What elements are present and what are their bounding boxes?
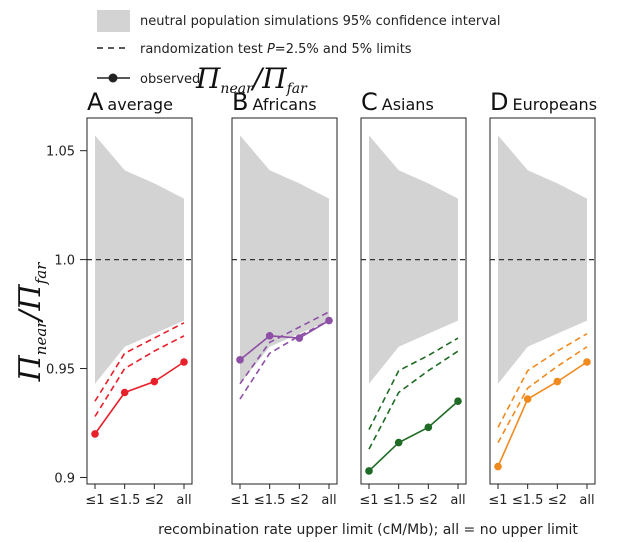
observed-point bbox=[295, 334, 304, 342]
observed-point bbox=[494, 462, 502, 471]
y-label-slash: / bbox=[13, 308, 48, 324]
x-tick-label: ≤2 bbox=[548, 493, 567, 508]
y-label-sub-far: far bbox=[32, 262, 50, 285]
x-tick-label: all bbox=[450, 493, 465, 508]
limit-line-limit-2_5 bbox=[497, 346, 588, 443]
legend: neutral population simulations 95% confi… bbox=[97, 10, 501, 97]
ci-band bbox=[498, 135, 587, 384]
panel-name: Europeans bbox=[512, 95, 597, 114]
x-tick-label: ≤1 bbox=[488, 493, 507, 508]
observed-point bbox=[454, 397, 462, 406]
limit-line-limit-5 bbox=[497, 332, 588, 428]
limit-line-limit-2_5 bbox=[94, 335, 185, 417]
observed-line bbox=[368, 400, 459, 472]
legend-rand-suffix: =2.5% and 5% limits bbox=[275, 42, 412, 57]
legend-rand-prefix: randomization test bbox=[140, 42, 267, 57]
x-tick-label: ≤2 bbox=[419, 493, 438, 508]
limit-line-limit-5 bbox=[239, 311, 330, 385]
y-tick-label: 1.0 bbox=[54, 254, 75, 269]
panel-letter: A bbox=[87, 88, 104, 116]
x-tick-label: ≤2 bbox=[290, 493, 309, 508]
x-tick-label: all bbox=[176, 493, 191, 508]
x-tick-label: ≤2 bbox=[145, 493, 164, 508]
x-tick-label: ≤1.5 bbox=[109, 493, 141, 508]
y-axis-label: Πnear/Πfar bbox=[13, 262, 50, 383]
observed-point bbox=[365, 467, 373, 475]
limit-line-limit-2_5 bbox=[239, 319, 330, 400]
x-tick-label: all bbox=[579, 493, 594, 508]
legend-observed-dot bbox=[108, 73, 118, 83]
observed-point bbox=[325, 316, 333, 325]
panel-africans: B Africans ≤1 ≤1.5 ≤2 all bbox=[230, 88, 338, 508]
observed-point bbox=[553, 377, 562, 386]
observed-point bbox=[150, 377, 159, 386]
panel-letter: B bbox=[232, 88, 248, 116]
y-label-pi-near: Π bbox=[13, 354, 48, 382]
y-axis: 0.9 0.95 1.0 1.05 bbox=[46, 145, 87, 486]
limit-line-limit-5 bbox=[94, 322, 185, 402]
panel-letter: C bbox=[361, 88, 378, 116]
ci-band bbox=[240, 135, 329, 384]
y-label-pi-far: Π bbox=[13, 283, 48, 311]
observed-line bbox=[94, 361, 185, 435]
panel-name: Asians bbox=[382, 95, 434, 114]
observed-point bbox=[265, 332, 274, 340]
x-tick-label: ≤1.5 bbox=[254, 493, 286, 508]
legend-pi-near: Π bbox=[195, 62, 221, 95]
legend-rand-label: randomization test P=2.5% and 5% limits bbox=[140, 42, 412, 57]
y-label-sub-near: near bbox=[32, 320, 50, 355]
legend-slash: / bbox=[250, 62, 265, 95]
observed-point bbox=[583, 358, 591, 366]
observed-point bbox=[424, 423, 433, 432]
observed-point bbox=[394, 438, 403, 447]
panel-frame bbox=[86, 117, 193, 485]
observed-line bbox=[497, 361, 588, 467]
panel-name: Africans bbox=[252, 95, 316, 114]
legend-ci-swatch bbox=[97, 10, 130, 32]
panel-title: D Europeans bbox=[490, 88, 597, 116]
legend-pi-far: Π bbox=[261, 62, 287, 95]
legend-rand-p: P bbox=[267, 42, 275, 57]
legend-sub-near: near bbox=[220, 81, 254, 97]
y-tick-label: 1.05 bbox=[46, 145, 75, 160]
panel-frame bbox=[489, 117, 596, 485]
observed-point bbox=[523, 395, 532, 403]
ci-band bbox=[95, 135, 184, 384]
panel-name: average bbox=[107, 95, 173, 114]
panel-frame bbox=[360, 117, 467, 485]
x-tick-label: ≤1 bbox=[359, 493, 378, 508]
legend-observed-ratio: Πnear/Πfar bbox=[195, 62, 308, 97]
observed-point bbox=[91, 430, 99, 438]
x-tick-label: all bbox=[321, 493, 336, 508]
limit-line-limit-5 bbox=[368, 337, 459, 430]
legend-observed-prefix: observed bbox=[140, 72, 200, 87]
limit-line-limit-2_5 bbox=[368, 350, 459, 450]
ci-band bbox=[369, 135, 458, 384]
panel-asians: C Asians ≤1 ≤1.5 ≤2 all bbox=[359, 88, 467, 508]
panel-title: C Asians bbox=[361, 88, 434, 116]
panel-europeans: D Europeans ≤1 ≤1.5 ≤2 all bbox=[488, 88, 597, 508]
legend-sub-far: far bbox=[286, 81, 309, 97]
x-axis-label: recombination rate upper limit (cM/Mb); … bbox=[158, 522, 578, 538]
x-tick-label: ≤1.5 bbox=[383, 493, 415, 508]
panel-title: B Africans bbox=[232, 88, 317, 116]
svg-text:Πnear/Πfar: Πnear/Πfar bbox=[13, 262, 50, 383]
x-tick-label: ≤1 bbox=[230, 493, 249, 508]
observed-point bbox=[236, 356, 244, 364]
observed-line bbox=[239, 319, 330, 361]
panel-frame bbox=[231, 117, 338, 485]
legend-ci-label: neutral population simulations 95% confi… bbox=[140, 14, 501, 29]
x-tick-label: ≤1 bbox=[85, 493, 104, 508]
panel-letter: D bbox=[490, 88, 508, 116]
observed-point bbox=[180, 358, 188, 366]
y-tick-label: 0.9 bbox=[54, 471, 75, 486]
observed-point bbox=[120, 388, 129, 397]
x-tick-label: ≤1.5 bbox=[512, 493, 544, 508]
y-tick-label: 0.95 bbox=[46, 363, 75, 378]
